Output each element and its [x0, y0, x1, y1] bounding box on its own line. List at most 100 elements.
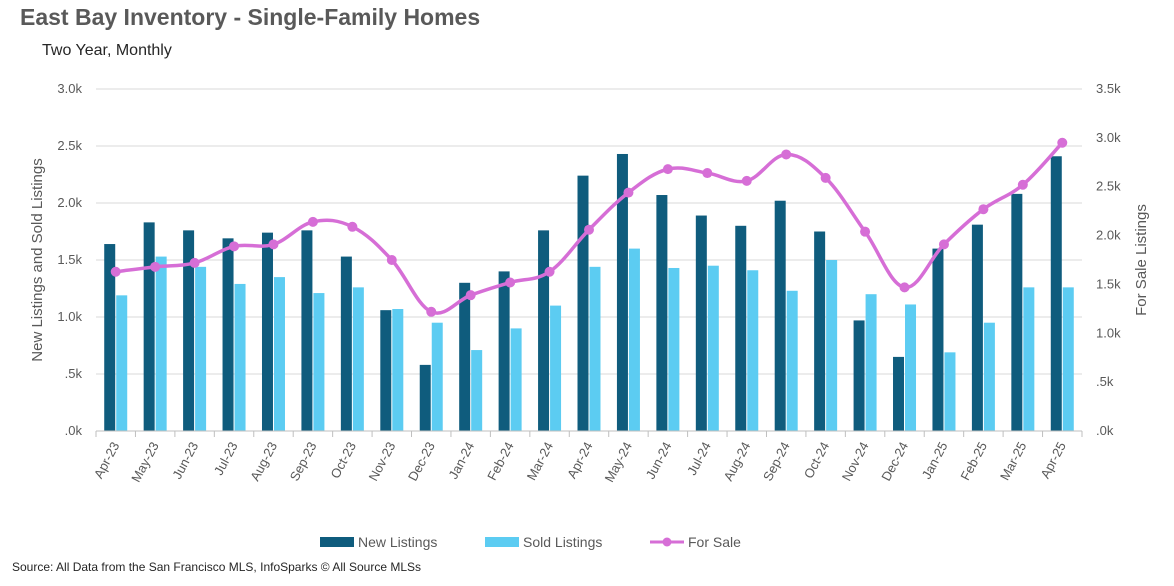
for-sale-point: [465, 290, 476, 301]
bar-sold-listings: [234, 283, 246, 431]
bar-new-listings: [853, 320, 865, 431]
x-tick-label: Jul-24: [684, 439, 714, 477]
for-sale-point: [150, 261, 161, 272]
bar-new-listings: [735, 225, 747, 431]
bar-sold-listings: [392, 309, 404, 431]
bar-sold-listings: [865, 294, 877, 431]
bar-new-listings: [498, 271, 510, 431]
for-sale-point: [229, 241, 240, 252]
bar-new-listings: [616, 153, 628, 432]
bar-new-listings: [340, 256, 352, 431]
left-y-tick-label: 2.5k: [57, 138, 82, 153]
left-y-tick-label: 3.0k: [57, 81, 82, 96]
for-sale-point: [110, 266, 121, 277]
bar-sold-listings: [747, 270, 759, 431]
right-y-tick-label: 3.0k: [1096, 130, 1121, 145]
for-sale-line: [110, 137, 1068, 317]
bar-new-listings: [695, 215, 707, 431]
bar-sold-listings: [1062, 287, 1074, 431]
for-sale-point: [544, 266, 555, 277]
bar-new-listings: [104, 244, 116, 431]
x-tick-label: Mar-24: [524, 439, 557, 482]
bar-sold-listings: [628, 248, 640, 431]
x-tick-label: Mar-25: [997, 439, 1030, 482]
bar-new-listings: [656, 195, 668, 431]
chart-title: East Bay Inventory - Single-Family Homes: [20, 4, 481, 30]
x-tick-label: May-23: [128, 439, 162, 484]
for-sale-point: [1017, 179, 1028, 190]
bar-sold-listings: [471, 350, 483, 431]
x-tick-label: Aug-23: [247, 439, 280, 483]
x-tick-label: Oct-23: [327, 439, 359, 480]
left-y-tick-label: 1.0k: [57, 309, 82, 324]
for-sale-point: [899, 282, 910, 293]
x-tick-label: Sep-23: [287, 439, 320, 483]
for-sale-point: [189, 257, 200, 268]
source-note: Source: All Data from the San Francisco …: [12, 560, 422, 574]
legend-new-listings-label: New Listings: [358, 534, 437, 550]
x-tick-label: Feb-24: [484, 439, 517, 482]
bar-sold-listings: [1023, 287, 1035, 431]
bars: [104, 153, 1074, 432]
bar-sold-listings: [589, 266, 601, 431]
bar-new-listings: [814, 231, 826, 431]
for-sale-point: [662, 164, 673, 175]
x-tick-label: Jun-24: [643, 439, 675, 481]
right-y-tick-label: .0k: [1096, 423, 1114, 438]
x-tick-label: Jan-24: [445, 439, 477, 481]
bar-new-listings: [419, 364, 431, 431]
bar-sold-listings: [195, 266, 207, 431]
bar-new-listings: [380, 310, 392, 431]
x-tick-label: Oct-24: [801, 439, 833, 480]
bar-new-listings: [577, 175, 589, 431]
x-tick-label: Jun-23: [169, 439, 201, 481]
bar-sold-listings: [826, 260, 838, 431]
x-tick-label: Feb-25: [957, 439, 990, 482]
for-sale-point: [386, 255, 397, 265]
for-sale-point: [1057, 137, 1068, 148]
left-y-tick-label: .0k: [65, 423, 83, 438]
bar-sold-listings: [944, 352, 956, 431]
x-axis: Apr-23 May-23 Jun-23 Jul-23 Aug-23 Sep-23 Oct-…: [91, 430, 1083, 485]
x-tick-label: Apr-24: [564, 439, 596, 481]
left-y-tick-label: 1.5k: [57, 252, 82, 267]
bar-sold-listings: [510, 328, 522, 431]
bar-sold-listings: [786, 290, 798, 431]
right-y-tick-label: 2.0k: [1096, 228, 1121, 243]
x-tick-label: Jan-25: [919, 439, 951, 481]
for-sale-point: [741, 175, 752, 186]
bar-new-listings: [893, 356, 905, 431]
for-sale-point: [347, 221, 358, 232]
x-tick-label: Apr-25: [1037, 439, 1069, 481]
x-tick-label: Nov-23: [366, 439, 399, 483]
legend: New Listings Sold Listings For Sale: [320, 534, 741, 550]
bar-new-listings: [538, 230, 550, 431]
bar-new-listings: [932, 248, 944, 431]
right-y-tick-label: 3.5k: [1096, 81, 1121, 96]
for-sale-point: [505, 277, 516, 288]
legend-new-listings-swatch: [320, 537, 354, 547]
bar-new-listings: [301, 230, 313, 431]
x-tick-label: Dec-23: [405, 439, 438, 483]
for-sale-point: [781, 149, 792, 160]
x-tick-label: May-24: [601, 439, 635, 484]
right-y-tick-label: .5k: [1096, 374, 1114, 389]
bar-new-listings: [459, 282, 471, 431]
x-tick-label: Aug-24: [720, 439, 753, 483]
x-tick-label: Nov-24: [839, 439, 872, 483]
left-y-axis: .0k .5k 1.0k 1.5k 2.0k 2.5k 3.0k: [57, 81, 82, 438]
bar-sold-listings: [431, 322, 443, 431]
bar-new-listings: [971, 224, 983, 431]
bar-sold-listings: [707, 265, 719, 431]
bar-sold-listings: [313, 293, 325, 431]
for-sale-point: [938, 239, 949, 250]
bar-sold-listings: [273, 277, 285, 431]
left-y-axis-title: New Listings and Sold Listings: [29, 158, 46, 361]
right-y-tick-label: 2.5k: [1096, 179, 1121, 194]
for-sale-point: [820, 172, 831, 183]
left-y-tick-label: .5k: [65, 366, 83, 381]
for-sale-point: [623, 187, 634, 198]
for-sale-point: [268, 239, 279, 250]
bar-new-listings: [222, 238, 234, 431]
